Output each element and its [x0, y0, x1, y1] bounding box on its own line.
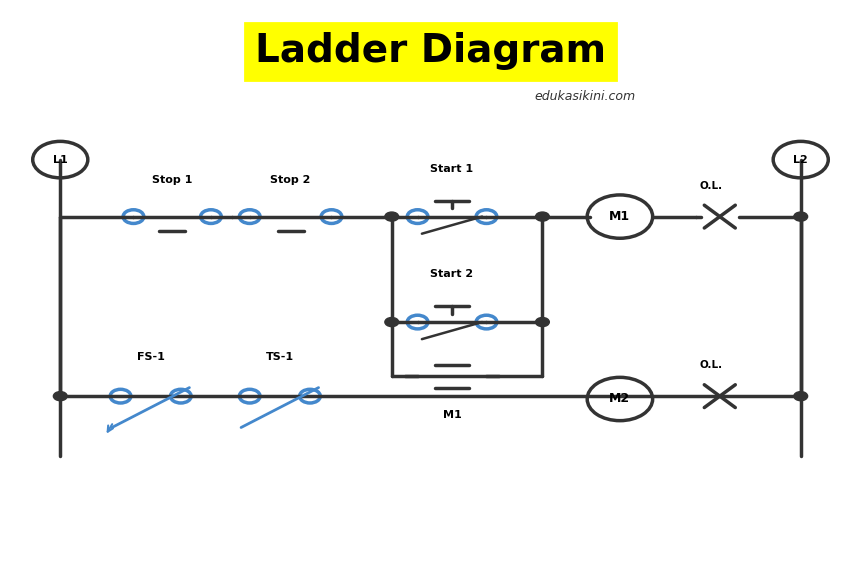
Text: M2: M2 — [610, 393, 630, 405]
Text: L1: L1 — [53, 154, 68, 165]
Circle shape — [123, 210, 144, 223]
Text: O.L.: O.L. — [700, 181, 722, 191]
Circle shape — [587, 195, 653, 238]
Text: Stop 2: Stop 2 — [270, 175, 311, 185]
Circle shape — [587, 377, 653, 421]
Text: edukasikini.com: edukasikini.com — [535, 91, 636, 103]
Circle shape — [385, 317, 399, 327]
Circle shape — [239, 389, 260, 403]
Circle shape — [385, 212, 399, 221]
Circle shape — [794, 392, 808, 401]
Circle shape — [321, 210, 342, 223]
Circle shape — [476, 210, 497, 223]
Text: L2: L2 — [793, 154, 808, 165]
Text: TS-1: TS-1 — [266, 352, 294, 362]
Circle shape — [201, 210, 221, 223]
Text: M1: M1 — [610, 210, 630, 223]
Text: O.L.: O.L. — [700, 360, 722, 370]
Text: Start 2: Start 2 — [430, 269, 474, 279]
Circle shape — [300, 389, 320, 403]
Text: M1: M1 — [443, 410, 461, 421]
Circle shape — [110, 389, 131, 403]
Circle shape — [33, 141, 88, 178]
Circle shape — [536, 317, 549, 327]
Text: FS-1: FS-1 — [137, 352, 164, 362]
Text: Ladder Diagram: Ladder Diagram — [255, 32, 606, 70]
Circle shape — [53, 392, 67, 401]
Circle shape — [476, 315, 497, 329]
Circle shape — [407, 315, 428, 329]
Circle shape — [170, 389, 191, 403]
Text: Stop 1: Stop 1 — [152, 175, 192, 185]
Text: Start 1: Start 1 — [430, 164, 474, 174]
Circle shape — [536, 212, 549, 221]
Circle shape — [407, 210, 428, 223]
Circle shape — [773, 141, 828, 178]
Circle shape — [794, 212, 808, 221]
Circle shape — [239, 210, 260, 223]
